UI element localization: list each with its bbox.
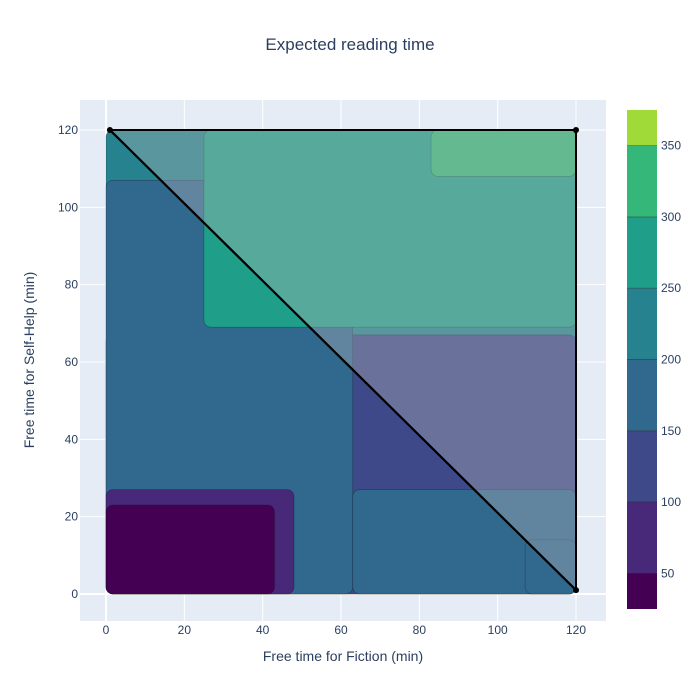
x-axis-ticks: 0 20 40 60 80 100 120 — [103, 623, 587, 637]
y-tick-label: 120 — [58, 123, 78, 137]
contour-region — [105, 504, 275, 595]
colorbar-tick-label: 250 — [661, 281, 681, 295]
colorbar-segment — [627, 216, 657, 289]
x-tick-label: 80 — [413, 623, 427, 637]
vertex-point — [573, 587, 580, 594]
colorbar-segment — [627, 145, 657, 217]
y-tick-label: 60 — [65, 355, 79, 369]
x-tick-label: 100 — [488, 623, 508, 637]
colorbar-tick-label: 350 — [661, 139, 681, 153]
x-tick-label: 40 — [256, 623, 270, 637]
chart-title: Expected reading time — [265, 35, 434, 54]
x-tick-label: 20 — [178, 623, 192, 637]
y-tick-label: 0 — [71, 587, 78, 601]
y-tick-label: 100 — [58, 200, 78, 214]
colorbar-segment — [627, 502, 657, 574]
colorbar-tick-label: 100 — [661, 495, 681, 509]
x-axis-label: Free time for Fiction (min) — [263, 648, 423, 664]
y-axis-label: Free time for Self-Help (min) — [21, 272, 37, 449]
colorbar-segment — [627, 110, 657, 146]
colorbar-tick-label: 300 — [661, 210, 681, 224]
contour-regions — [105, 129, 577, 595]
colorbar-segment — [627, 359, 657, 431]
colorbar-tick-label: 200 — [661, 353, 681, 367]
colorbar-segment — [627, 430, 657, 503]
colorbar-tick-label: 50 — [661, 566, 675, 580]
y-axis-ticks: 0 20 40 60 80 100 120 — [58, 123, 78, 601]
x-tick-label: 60 — [334, 623, 348, 637]
vertex-point — [106, 126, 113, 133]
colorbar: 50 100 150 200 250 300 350 — [627, 110, 681, 609]
constraint-line — [109, 129, 577, 591]
colorbar-tick-label: 150 — [661, 424, 681, 438]
colorbar-segment — [627, 288, 657, 360]
colorbar-segment — [627, 573, 657, 609]
x-tick-label: 120 — [566, 623, 586, 637]
vertex-point — [573, 126, 580, 133]
feasible-region-overlay — [106, 126, 580, 594]
y-tick-label: 80 — [65, 278, 79, 292]
y-tick-label: 40 — [65, 432, 79, 446]
x-tick-label: 0 — [103, 623, 110, 637]
y-tick-label: 20 — [65, 510, 79, 524]
